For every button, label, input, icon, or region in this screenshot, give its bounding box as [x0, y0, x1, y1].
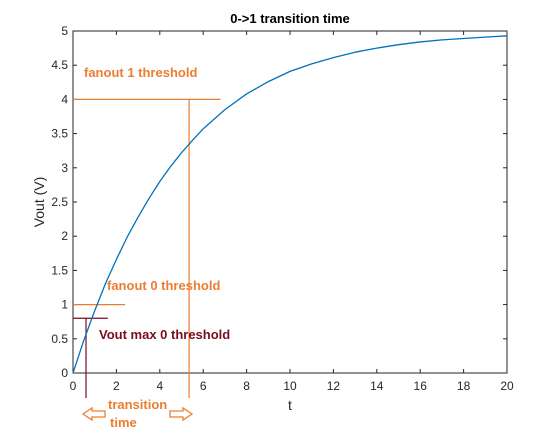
series-layer: [72, 35, 508, 374]
axis-ticks: 0 2 4 6 8 10 12 14 16 18 20 0 0.5 1 1.5 2 2.5 3 3.5 4 4.5 5: [51, 24, 514, 393]
x-tick-label: 20: [500, 379, 514, 393]
y-tick-label: 3: [61, 161, 68, 175]
left-arrow-icon: [81, 406, 106, 422]
x-tick-label: 16: [414, 379, 428, 393]
x-tick-label: 10: [283, 379, 297, 393]
y-tick-label: 5: [61, 24, 68, 38]
x-tick-label: 8: [243, 379, 250, 393]
vout-curve: [72, 35, 508, 374]
y-tick-label: 4.5: [51, 58, 68, 72]
x-tick-label: 4: [156, 379, 163, 393]
x-tick-label: 6: [200, 379, 207, 393]
vout-max0-threshold-label: Vout max 0 threshold: [99, 327, 230, 342]
y-axis-label: Vout (V): [31, 177, 47, 228]
x-tick-label: 14: [370, 379, 384, 393]
x-tick-label: 18: [457, 379, 471, 393]
transition-time-arrows: [81, 406, 194, 422]
plot-area: [72, 30, 508, 374]
fanout1-threshold-label: fanout 1 threshold: [84, 65, 197, 80]
fanout0-threshold-label: fanout 0 threshold: [107, 278, 220, 293]
y-tick-label: 3.5: [51, 127, 68, 141]
x-tick-label: 2: [113, 379, 120, 393]
y-tick-label: 0.5: [51, 332, 68, 346]
reference-lines: [73, 98, 221, 398]
x-tick-label: 0: [70, 379, 77, 393]
y-tick-label: 2.5: [51, 195, 68, 209]
time-label: time: [110, 415, 137, 430]
y-tick-label: 1.5: [51, 263, 68, 277]
right-arrow-icon: [169, 406, 194, 422]
x-tick-label: 12: [327, 379, 341, 393]
x-axis-label: t: [288, 397, 292, 413]
chart-title: 0->1 transition time: [230, 11, 350, 26]
y-tick-label: 0: [61, 366, 68, 380]
transition-label: transition: [108, 397, 167, 412]
y-tick-label: 2: [61, 229, 68, 243]
y-tick-label: 1: [61, 298, 68, 312]
y-tick-label: 4: [61, 92, 68, 106]
